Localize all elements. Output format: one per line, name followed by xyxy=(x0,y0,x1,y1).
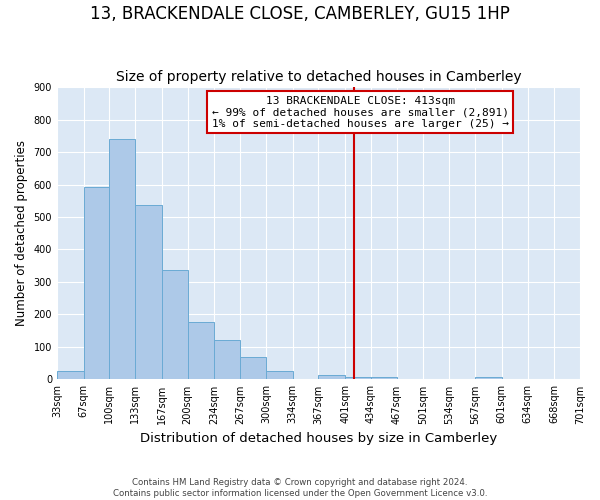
Bar xyxy=(135,206,162,380)
Y-axis label: Number of detached properties: Number of detached properties xyxy=(15,140,28,326)
Bar xyxy=(214,340,240,380)
Text: Contains HM Land Registry data © Crown copyright and database right 2024.
Contai: Contains HM Land Registry data © Crown c… xyxy=(113,478,487,498)
Bar xyxy=(475,377,502,380)
X-axis label: Distribution of detached houses by size in Camberley: Distribution of detached houses by size … xyxy=(140,432,497,445)
Bar xyxy=(371,378,397,380)
Bar xyxy=(266,372,293,380)
Bar xyxy=(345,377,371,380)
Text: 13 BRACKENDALE CLOSE: 413sqm
← 99% of detached houses are smaller (2,891)
1% of : 13 BRACKENDALE CLOSE: 413sqm ← 99% of de… xyxy=(212,96,509,129)
Title: Size of property relative to detached houses in Camberley: Size of property relative to detached ho… xyxy=(116,70,521,85)
Bar xyxy=(57,370,83,380)
Bar xyxy=(240,358,266,380)
Bar xyxy=(319,374,345,380)
Text: 13, BRACKENDALE CLOSE, CAMBERLEY, GU15 1HP: 13, BRACKENDALE CLOSE, CAMBERLEY, GU15 1… xyxy=(90,5,510,23)
Bar xyxy=(83,187,109,380)
Bar xyxy=(109,139,135,380)
Bar xyxy=(162,270,188,380)
Bar xyxy=(188,322,214,380)
